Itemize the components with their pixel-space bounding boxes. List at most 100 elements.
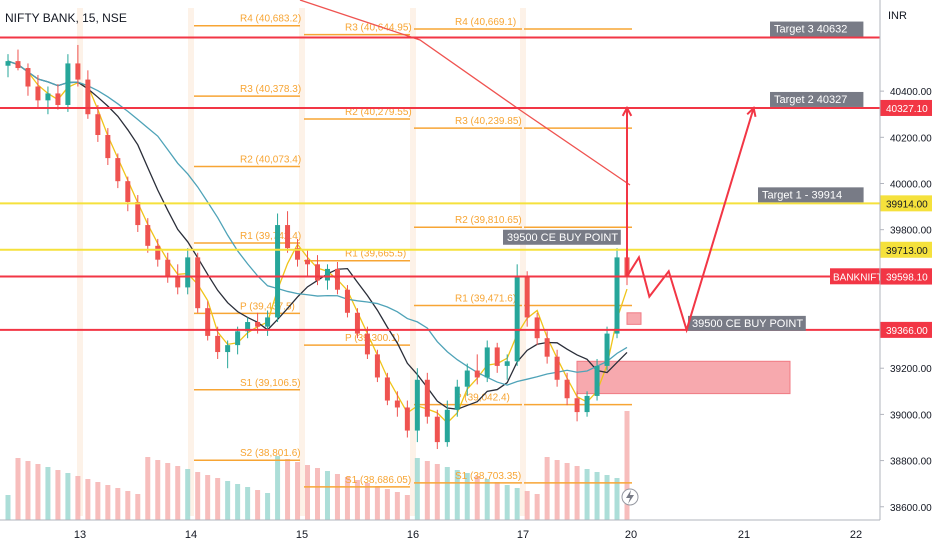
candle-21[interactable] [215, 326, 221, 359]
candle-22[interactable] [225, 340, 231, 369]
candles[interactable] [5, 44, 630, 450]
candle-14[interactable] [145, 218, 151, 253]
candle-body-52 [524, 275, 530, 318]
candle-16[interactable] [165, 252, 171, 283]
session-breaks [77, 8, 526, 516]
candle-60[interactable] [604, 326, 610, 371]
volume-bar-20 [205, 475, 211, 520]
candle-7[interactable] [75, 44, 81, 87]
candle-35[interactable] [354, 308, 360, 339]
candle-19[interactable] [195, 252, 201, 313]
candle-17[interactable] [175, 264, 181, 295]
candle-33[interactable] [334, 262, 340, 295]
candle-58[interactable] [584, 391, 590, 417]
candle-47[interactable] [474, 354, 480, 385]
candle-18[interactable] [185, 248, 191, 295]
candle-28[interactable] [285, 211, 291, 253]
candle-23[interactable] [235, 326, 241, 355]
candle-body-18 [185, 257, 191, 288]
candle-2[interactable] [25, 63, 31, 96]
candle-4[interactable] [45, 86, 51, 115]
candle-body-40 [404, 407, 410, 431]
candle-29[interactable] [295, 238, 301, 267]
candle-15[interactable] [155, 238, 161, 267]
candle-54[interactable] [544, 331, 550, 364]
pivot-label-0-4: P (39,437.5) [240, 301, 295, 312]
candle-11[interactable] [115, 153, 121, 189]
candle-40[interactable] [404, 400, 410, 438]
candle-24[interactable] [245, 317, 251, 339]
candle-body-12 [125, 181, 131, 202]
candle-38[interactable] [384, 372, 390, 406]
candle-body-7 [75, 63, 81, 80]
volume-bar-44 [444, 467, 450, 520]
horizontal-levels[interactable]: Target 3 40632 40327.10 Target 2 40327 3991… [0, 21, 932, 338]
candle-body-1 [15, 61, 21, 69]
candle-6[interactable] [65, 54, 71, 112]
candle-34[interactable] [344, 285, 350, 318]
candle-5[interactable] [55, 84, 61, 110]
candle-43[interactable] [434, 409, 440, 450]
session-break-4 [520, 8, 526, 516]
candle-12[interactable] [125, 176, 131, 212]
candle-3[interactable] [35, 74, 41, 108]
level-label-bg-0 [770, 21, 864, 37]
candle-20[interactable] [205, 301, 211, 341]
candle-39[interactable] [394, 391, 400, 417]
candle-42[interactable] [424, 372, 430, 424]
pivot-label-0-5: S1 (39,106.5) [240, 378, 301, 389]
candle-27[interactable] [275, 213, 281, 323]
x-tick-label-6: 21 [738, 529, 750, 541]
candle-8[interactable] [85, 70, 91, 119]
candle-9[interactable] [95, 104, 101, 142]
volume-bar-32 [324, 471, 330, 520]
candle-46[interactable] [464, 363, 470, 396]
candle-57[interactable] [574, 391, 580, 422]
lightning-icon[interactable] [621, 488, 639, 506]
volume-bar-53 [534, 494, 540, 520]
candle-body-2 [25, 68, 31, 87]
candle-37[interactable] [374, 349, 380, 383]
candle-36[interactable] [364, 326, 370, 359]
candle-41[interactable] [414, 368, 420, 443]
level-tag-2: 39914.00 [886, 199, 928, 210]
candle-48[interactable] [484, 340, 490, 383]
candle-body-43 [434, 416, 440, 443]
candle-13[interactable] [135, 195, 141, 232]
volume-bar-46 [464, 473, 470, 520]
projection-arrow-1 [626, 107, 755, 334]
moving-average-slowest [299, 0, 631, 186]
volume-bar-23 [235, 484, 241, 520]
candle-55[interactable] [554, 349, 560, 387]
candle-body-45 [454, 386, 460, 410]
candle-30[interactable] [305, 250, 311, 276]
level-tag-1: 40327.10 [886, 104, 928, 115]
candle-51[interactable] [514, 264, 520, 366]
candle-61[interactable] [614, 248, 620, 339]
projection-arrows [621, 105, 757, 334]
x-tick-label-7: 22 [850, 529, 862, 541]
level-tag-bg-1 [880, 99, 932, 116]
candle-50[interactable] [504, 354, 510, 380]
candle-45[interactable] [454, 379, 460, 417]
candle-44[interactable] [444, 400, 450, 447]
candle-26[interactable] [265, 310, 271, 336]
symbol-label: NIFTY BANK, 15, NSE [5, 11, 127, 25]
candle-49[interactable] [494, 342, 500, 373]
candle-10[interactable] [105, 128, 111, 166]
grid [880, 90, 884, 508]
pivot-label-1-2: R1 (39,665.5) [345, 249, 406, 260]
candle-0[interactable] [5, 54, 11, 78]
volume-bar-25 [255, 490, 261, 520]
candle-59[interactable] [594, 358, 600, 401]
candle-1[interactable] [15, 49, 21, 71]
candle-body-48 [484, 347, 490, 378]
volume-bar-40 [404, 495, 410, 520]
candle-body-61 [614, 257, 620, 334]
candle-31[interactable] [315, 255, 320, 286]
session-break-2 [299, 8, 305, 516]
candle-56[interactable] [564, 372, 570, 406]
candle-52[interactable] [524, 271, 530, 327]
candle-body-13 [135, 201, 141, 226]
